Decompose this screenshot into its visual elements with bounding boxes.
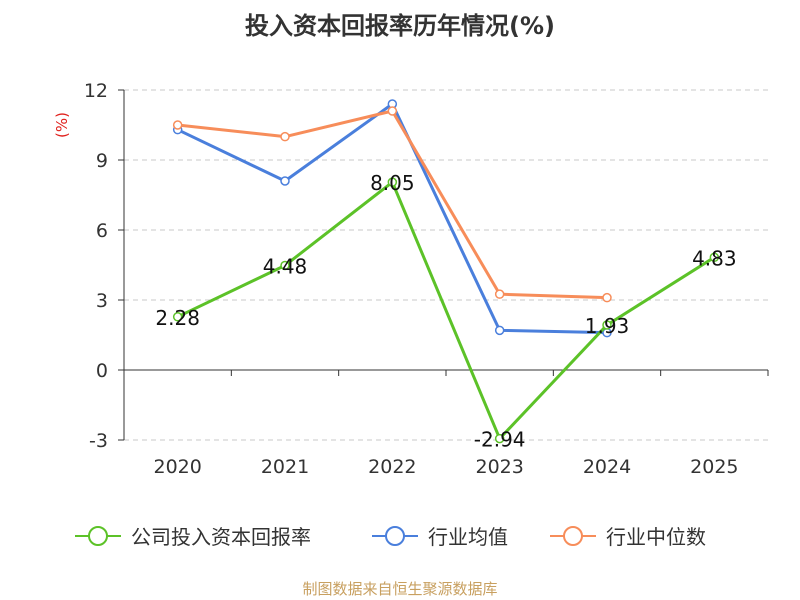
legend-item: 行业中位数 (550, 525, 706, 549)
data-point (387, 106, 398, 116)
legend-item: 公司投入资本回报率 (75, 525, 311, 549)
data-point (172, 312, 183, 322)
source-footer: 制图数据来自恒生聚源数据库 (302, 580, 498, 598)
data-point (602, 320, 612, 330)
x-tick-label: 2021 (261, 456, 309, 478)
data-label: 4.48 (263, 254, 308, 278)
x-tick-label: 2020 (153, 456, 201, 478)
y-tick-label: 3 (96, 290, 108, 312)
x-tick-label: 2024 (583, 456, 631, 478)
legend-marker (385, 526, 405, 546)
legend-marker (563, 526, 583, 546)
data-point (494, 289, 505, 299)
series-1 (172, 99, 612, 338)
x-tick-label: 2023 (475, 456, 523, 478)
series-2 (172, 106, 612, 303)
x-tick-label: 2025 (690, 456, 738, 478)
data-label: 1.93 (585, 314, 630, 338)
legend-item: 行业均值 (372, 525, 508, 549)
data-point (280, 176, 290, 186)
x-tick-label: 2022 (368, 456, 416, 478)
series-line (177, 180, 716, 441)
data-labels: 2.28 4.48 8.05 -2.94 1.93 4.83 (155, 171, 736, 451)
grid-lines (124, 89, 768, 441)
series-0 (172, 177, 720, 444)
legend-label: 行业中位数 (606, 525, 706, 549)
axes: -3 0 3 6 9 12 2020 2021 2022 2023 2024 2025 (%) (53, 80, 769, 478)
data-point (709, 252, 720, 263)
legend-marker (88, 526, 108, 546)
legend-label: 行业均值 (428, 525, 508, 549)
chart-title: 投入资本回报率历年情况(%) (245, 12, 555, 40)
data-point (494, 325, 505, 336)
data-label: 4.83 (692, 246, 737, 270)
data-label: 2.28 (155, 306, 200, 330)
data-label: 8.05 (370, 171, 415, 195)
legend-label: 公司投入资本回报率 (131, 525, 311, 549)
series-lines (172, 99, 720, 444)
y-axis-unit-label: (%) (53, 112, 71, 138)
data-point (172, 120, 183, 130)
y-tick-label: 12 (84, 80, 108, 102)
series-line (177, 102, 608, 335)
data-point (494, 433, 505, 444)
data-point (387, 177, 398, 187)
data-point (602, 292, 612, 303)
data-point (280, 131, 290, 142)
y-tick-label: -3 (89, 430, 108, 452)
legend: 公司投入资本回报率 行业均值 行业中位数 (75, 525, 706, 549)
series-line (177, 109, 608, 300)
y-tick-label: 9 (96, 150, 108, 172)
data-label: -2.94 (474, 428, 526, 452)
data-point (280, 260, 290, 271)
y-tick-label: 6 (96, 220, 108, 242)
y-tick-label: 0 (96, 360, 108, 382)
